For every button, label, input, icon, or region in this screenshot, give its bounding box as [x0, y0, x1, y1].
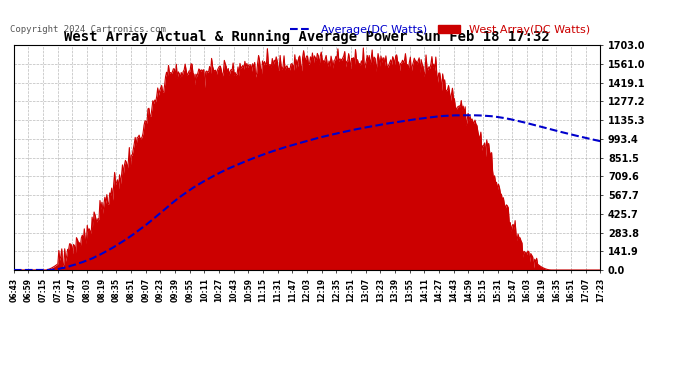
Text: Copyright 2024 Cartronics.com: Copyright 2024 Cartronics.com	[10, 25, 166, 34]
Legend: Average(DC Watts), West Array(DC Watts): Average(DC Watts), West Array(DC Watts)	[285, 20, 595, 39]
Title: West Array Actual & Running Average Power Sun Feb 18 17:32: West Array Actual & Running Average Powe…	[64, 30, 550, 44]
